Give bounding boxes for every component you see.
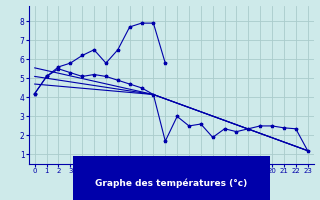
X-axis label: Graphe des températures (°c): Graphe des températures (°c) (95, 178, 247, 188)
